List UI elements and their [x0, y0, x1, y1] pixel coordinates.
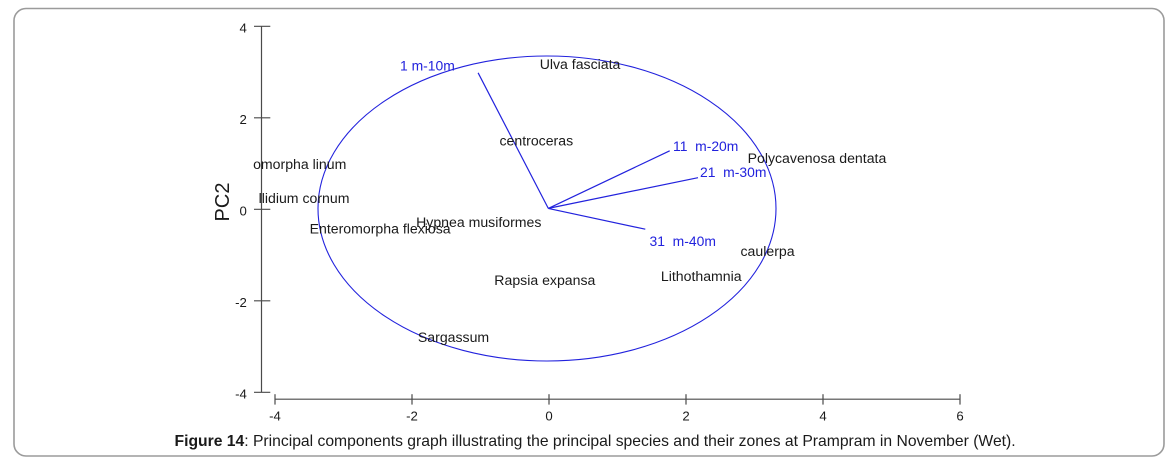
svg-text:Rapsia expansa: Rapsia expansa	[494, 272, 595, 288]
svg-text:Enteromorpha flexiosa: Enteromorpha flexiosa	[310, 221, 451, 237]
svg-text:-2: -2	[406, 409, 418, 424]
svg-text:Figure 14: Principal component: Figure 14: Principal components graph il…	[175, 433, 1016, 450]
svg-text:31 m-40m: 31 m-40m	[650, 233, 716, 249]
svg-text:Lithothamnia: Lithothamnia	[661, 268, 742, 284]
svg-text:4: 4	[239, 21, 246, 36]
svg-text:6: 6	[956, 409, 963, 424]
svg-text:2: 2	[682, 409, 689, 424]
svg-text:llidium cornum: llidium cornum	[259, 190, 350, 206]
svg-text:0: 0	[545, 409, 552, 424]
svg-text:Ulva fasciata: Ulva fasciata	[540, 56, 621, 72]
svg-text:centroceras: centroceras	[500, 132, 574, 148]
svg-text:0: 0	[239, 204, 246, 219]
svg-text:Sargassum: Sargassum	[418, 329, 489, 345]
svg-text:caulerpa: caulerpa	[741, 243, 795, 259]
svg-text:Polycavenosa dentata: Polycavenosa dentata	[748, 150, 887, 166]
svg-text:omorpha linum: omorpha linum	[253, 156, 346, 172]
svg-text:-4: -4	[235, 387, 247, 402]
svg-text:Hypnea musiformes: Hypnea musiformes	[416, 214, 541, 230]
svg-text:4: 4	[819, 409, 826, 424]
svg-text:11 m-20m: 11 m-20m	[673, 138, 738, 154]
svg-text:2: 2	[239, 112, 246, 127]
svg-text:PC2: PC2	[212, 183, 234, 222]
svg-text:-2: -2	[235, 295, 247, 310]
svg-text:21 m-30m: 21 m-30m	[700, 164, 766, 180]
svg-text:-4: -4	[269, 409, 281, 424]
svg-text:1 m-10m: 1 m-10m	[400, 58, 455, 74]
